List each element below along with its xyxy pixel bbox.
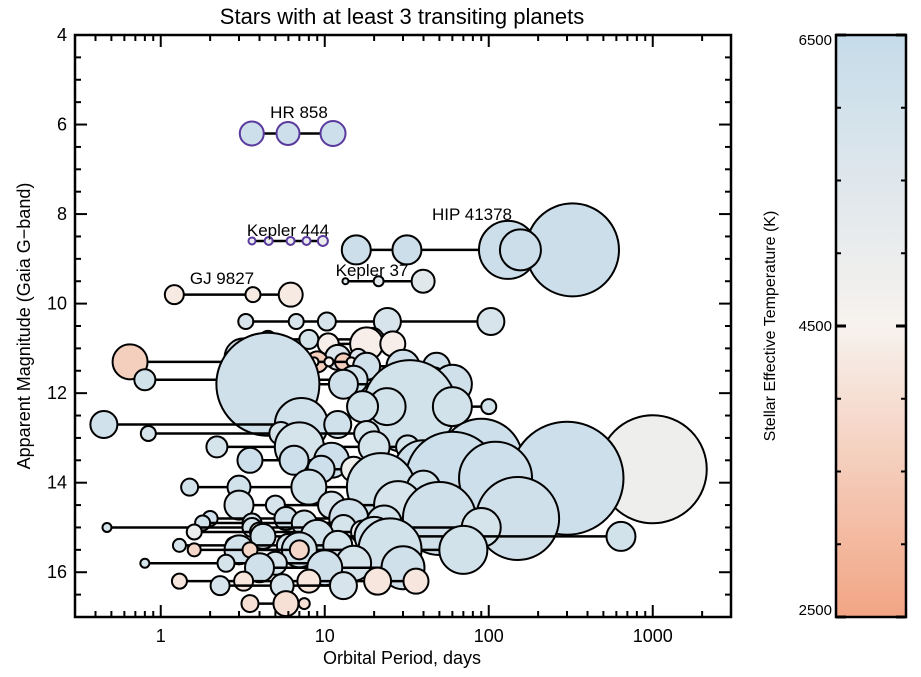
planet-marker <box>263 235 274 246</box>
x-tick-label: 10 <box>315 626 335 646</box>
planet-marker <box>247 236 257 246</box>
planet-marker <box>431 386 473 428</box>
planet-marker <box>186 542 202 558</box>
planet-marker <box>372 275 385 288</box>
planet-marker <box>323 409 353 439</box>
colorbar-tick-label: 4500 <box>799 318 832 335</box>
planet-marker <box>133 368 157 392</box>
planet-marker <box>185 523 203 541</box>
planet-marker <box>139 424 157 442</box>
planet-marker <box>296 568 322 594</box>
system-label: GJ 9827 <box>190 269 254 288</box>
y-tick-label: 10 <box>47 294 67 314</box>
planet-marker <box>438 524 489 575</box>
plot-area <box>89 119 708 617</box>
x-tick-label: 1000 <box>633 626 673 646</box>
planet-marker <box>328 571 358 601</box>
planet-marker <box>319 119 347 147</box>
planet-marker <box>327 368 359 400</box>
planet-marker <box>163 284 185 306</box>
planet-marker <box>170 572 188 590</box>
y-tick-label: 8 <box>57 204 67 224</box>
planet-marker <box>605 520 637 552</box>
colorbar-tick-label: 6500 <box>799 32 832 49</box>
planet-marker <box>402 567 430 595</box>
planet-marker <box>498 228 542 272</box>
planet-marker <box>340 234 372 266</box>
labeled-system-3 <box>163 281 304 308</box>
planet-marker <box>297 597 311 611</box>
x-tick-label: 1 <box>156 626 166 646</box>
axes-ticks: 1 10 100 1000 4 6 8 10 12 14 16 <box>47 25 732 646</box>
system-label: Kepler 444 <box>247 221 329 240</box>
x-tick-label: 100 <box>474 626 504 646</box>
planet-marker <box>391 234 423 266</box>
y-tick-label: 12 <box>47 383 67 403</box>
system-label: Kepler 37 <box>336 261 409 280</box>
planet-marker <box>480 398 498 416</box>
planet-marker <box>275 120 301 146</box>
planet-marker <box>316 311 337 332</box>
planet-marker <box>288 539 310 561</box>
y-tick-label: 16 <box>47 562 67 582</box>
y-axis-title: Apparent Magnitude (Gaia G−band) <box>14 183 34 470</box>
labeled-system-1 <box>247 234 329 247</box>
planet-marker <box>476 307 506 337</box>
planet-marker <box>236 446 264 474</box>
planet-marker <box>278 444 310 476</box>
y-tick-label: 14 <box>47 473 67 493</box>
system-26 <box>186 539 310 561</box>
system-label: HIP 41378 <box>432 205 512 224</box>
planet-marker <box>285 235 296 246</box>
y-tick-label: 6 <box>57 115 67 135</box>
colorbar <box>834 33 908 619</box>
system-0 <box>237 307 506 337</box>
system-9 <box>346 359 498 455</box>
planet-marker <box>205 435 229 459</box>
planet-marker <box>323 356 335 368</box>
system-label: HR 858 <box>270 103 328 122</box>
y-tick-label: 4 <box>57 25 67 45</box>
planet-marker <box>89 409 119 439</box>
planet-marker <box>101 521 113 533</box>
planet-marker <box>244 286 262 304</box>
planet-marker <box>233 570 255 592</box>
planet-marker <box>287 313 305 331</box>
planet-marker <box>363 566 393 596</box>
planet-marker <box>139 557 151 569</box>
planet-marker <box>301 235 312 246</box>
x-axis-title: Orbital Period, days <box>323 648 481 668</box>
labeled-system-0 <box>238 119 347 147</box>
colorbar-title: Stellar Effective Temperature (K) <box>762 211 779 442</box>
planet-marker <box>209 575 231 597</box>
planet-marker <box>240 594 260 614</box>
planet-marker <box>316 234 329 247</box>
colorbar-tick-label: 2500 <box>799 602 832 619</box>
chart-title: Stars with at least 3 transiting planets <box>220 4 584 29</box>
planet-marker <box>171 537 187 553</box>
planet-marker <box>346 390 380 424</box>
planet-marker <box>237 313 255 331</box>
planet-marker <box>216 553 236 573</box>
labeled-system-2 <box>340 202 620 298</box>
planet-marker <box>180 477 200 497</box>
planet-marker <box>277 281 304 308</box>
planet-marker <box>341 277 350 286</box>
colorbar-ticks: 6500 4500 2500 <box>799 32 906 619</box>
planet-marker <box>272 590 300 617</box>
planet-marker <box>410 268 436 294</box>
labeled-system-4 <box>341 268 436 294</box>
planet-marker <box>238 120 265 147</box>
